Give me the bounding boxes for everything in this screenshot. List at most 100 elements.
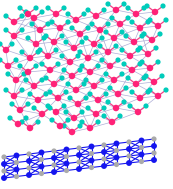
Point: [41, 10, 43, 13]
Point: [63, 125, 65, 128]
Point: [3, 156, 5, 159]
Point: [128, 154, 130, 157]
Point: [121, 73, 123, 76]
Point: [55, 49, 57, 52]
Point: [87, 9, 89, 12]
Point: [65, 169, 68, 172]
Point: [71, 130, 73, 133]
Point: [115, 142, 118, 145]
Point: [147, 20, 149, 23]
Point: [63, 105, 65, 108]
Point: [111, 121, 113, 124]
Point: [127, 77, 129, 80]
Point: [165, 88, 167, 91]
Point: [78, 153, 80, 156]
Point: [37, 121, 39, 124]
Point: [159, 33, 161, 36]
Point: [65, 40, 67, 43]
Point: [65, 155, 68, 158]
Point: [99, 44, 101, 47]
Point: [79, 50, 81, 53]
Point: [79, 125, 81, 128]
Point: [61, 54, 63, 57]
Point: [65, 111, 67, 114]
Point: [101, 58, 103, 61]
Point: [99, 29, 101, 32]
Point: [37, 50, 39, 53]
Point: [133, 40, 135, 43]
Point: [67, 82, 69, 85]
Point: [59, 125, 61, 128]
Point: [63, 6, 65, 9]
Point: [161, 74, 163, 77]
Point: [47, 6, 49, 9]
Point: [125, 87, 127, 90]
Point: [87, 106, 89, 109]
Point: [151, 39, 153, 42]
Point: [49, 106, 51, 109]
Point: [137, 111, 139, 114]
Point: [141, 34, 143, 37]
Point: [15, 161, 18, 164]
Point: [31, 22, 33, 26]
Point: [59, 26, 61, 29]
Point: [28, 160, 30, 163]
Point: [37, 98, 39, 101]
Point: [109, 87, 111, 90]
Point: [43, 36, 45, 40]
Point: [117, 92, 119, 95]
Point: [107, 22, 109, 26]
Point: [41, 78, 43, 81]
Point: [141, 60, 143, 64]
Point: [15, 175, 18, 178]
Point: [103, 150, 105, 153]
Point: [13, 94, 15, 98]
Point: [40, 151, 43, 154]
Point: [47, 54, 49, 57]
Point: [28, 153, 30, 156]
Point: [47, 22, 49, 26]
Point: [81, 40, 83, 43]
Point: [103, 9, 105, 12]
Point: [41, 112, 43, 115]
Point: [107, 101, 109, 104]
Point: [51, 119, 53, 122]
Point: [29, 92, 31, 95]
Point: [39, 49, 41, 52]
Point: [145, 105, 147, 108]
Point: [97, 64, 99, 67]
Point: [53, 156, 55, 160]
Point: [3, 163, 5, 166]
Point: [71, 74, 73, 77]
Point: [90, 159, 93, 162]
Point: [39, 29, 41, 32]
Point: [15, 154, 18, 157]
Point: [147, 91, 149, 94]
Point: [103, 115, 105, 118]
Point: [53, 170, 55, 174]
Point: [127, 16, 129, 19]
Point: [97, 98, 99, 101]
Point: [49, 91, 51, 94]
Point: [27, 12, 29, 15]
Point: [154, 10, 156, 13]
Point: [103, 106, 105, 109]
Point: [5, 49, 7, 52]
Point: [93, 84, 95, 88]
Point: [113, 78, 115, 81]
Point: [19, 108, 21, 112]
Point: [3, 177, 5, 180]
Point: [69, 97, 71, 100]
Point: [109, 64, 111, 67]
Point: [91, 22, 93, 26]
Point: [55, 111, 57, 114]
Point: [57, 97, 59, 100]
Point: [75, 88, 77, 91]
Point: [140, 160, 143, 163]
Point: [15, 58, 17, 61]
Point: [101, 36, 103, 40]
Point: [139, 26, 141, 29]
Point: [123, 2, 125, 5]
Point: [69, 60, 71, 64]
Point: [111, 16, 113, 19]
